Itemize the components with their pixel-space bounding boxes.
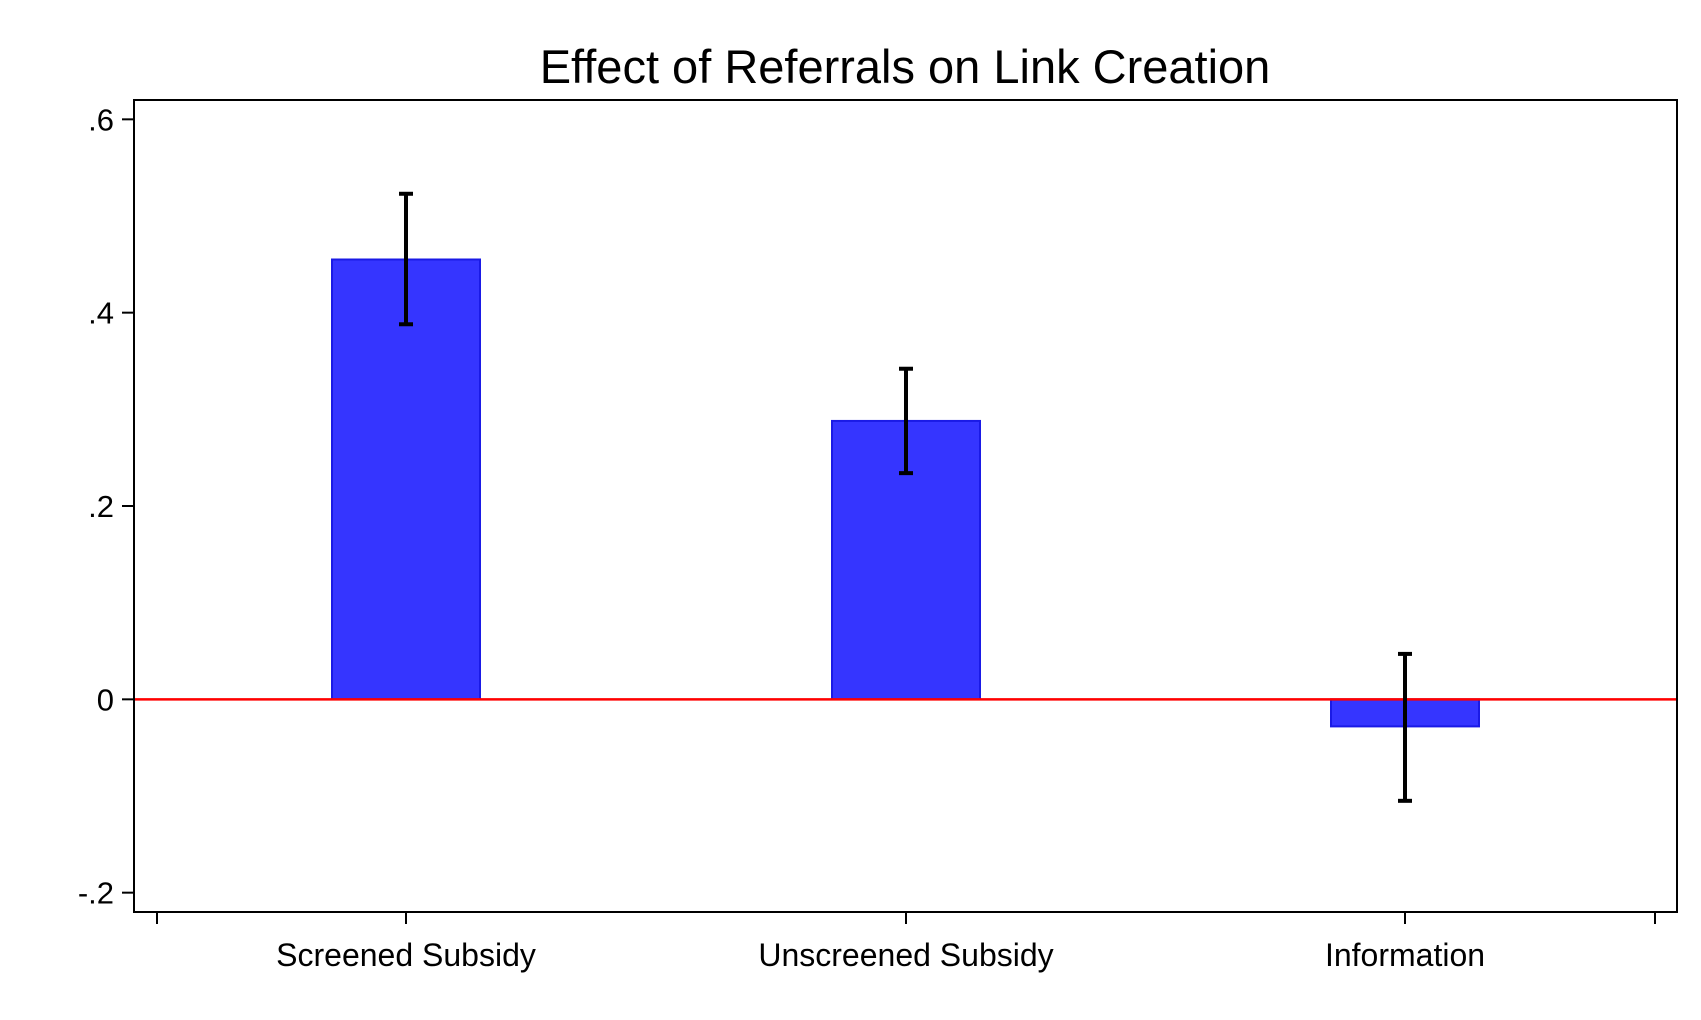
x-category-label: Information (1325, 937, 1485, 973)
y-tick-label: -.2 (78, 876, 114, 911)
chart-title: Effect of Referrals on Link Creation (540, 40, 1271, 93)
error-bar-2 (899, 366, 913, 476)
y-tick-label: .4 (88, 296, 114, 331)
x-axis: Screened Subsidy Unscreened Subsidy Inform… (156, 912, 1656, 973)
y-tick-label: .2 (88, 489, 114, 524)
bars (331, 258, 1480, 728)
bar-1 (331, 258, 481, 701)
x-category-label: Unscreened Subsidy (758, 937, 1053, 973)
y-tick-label: 0 (97, 682, 114, 717)
y-tick-label: .6 (88, 102, 114, 137)
x-category-label: Screened Subsidy (276, 937, 536, 973)
error-bars (399, 191, 1412, 803)
error-bar-1 (399, 191, 413, 327)
y-axis: -.2 0 .2 .4 .6 (78, 102, 134, 911)
error-bar-3 (1398, 651, 1412, 803)
